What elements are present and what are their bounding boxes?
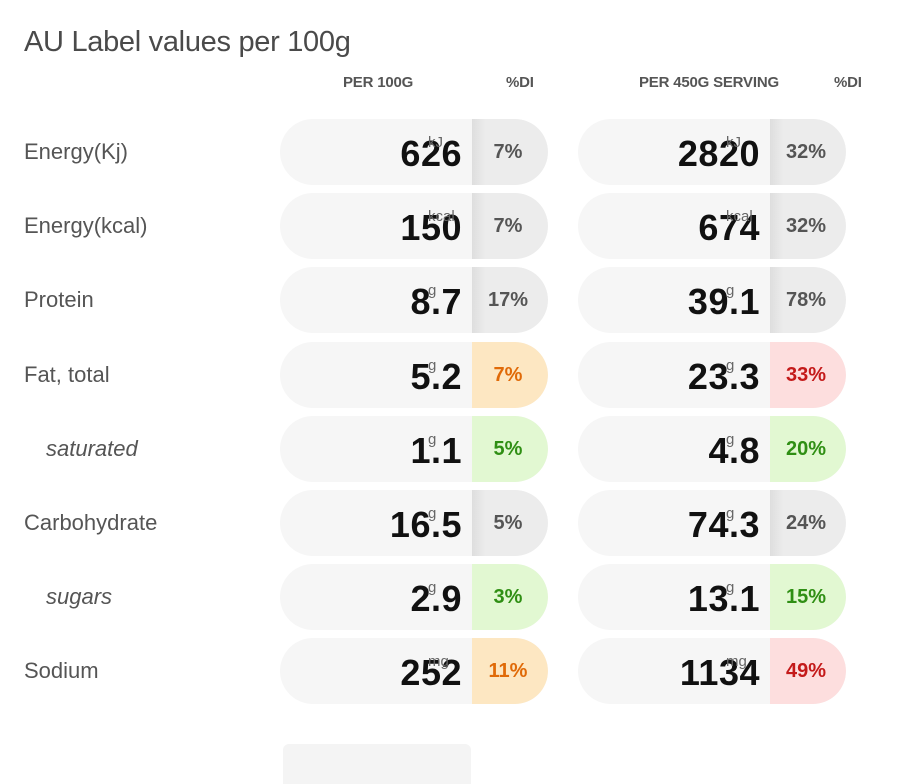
header-di-serving: %DI [834,74,862,91]
nutrient-label: Protein [24,287,94,312]
nutrient-value: 2.9 [410,578,462,619]
nutrient-value: 150 [400,207,462,248]
nutrient-unit: kcal [428,208,455,225]
nutrient-unit: g [726,357,735,374]
header-per-serving: PER 450G SERVING [639,74,779,91]
header-per-100g: PER 100G [343,74,414,91]
nutrient-label: Carbohydrate [24,510,158,535]
nutrient-unit: mg [726,653,747,670]
nutrient-value: 674 [698,207,760,248]
page-title: AU Label values per 100g [24,26,351,58]
per-serving-cell: 74.3 g 24% [578,490,846,556]
daily-intake-badge: 15% [770,564,846,630]
per-serving-cell: 4.8 g 20% [578,416,846,482]
nutrient-value: 8.7 [410,281,462,322]
nutrient-value: 252 [400,652,462,693]
nutrient-unit: kcal [726,208,753,225]
nutrient-value: 1.1 [410,430,462,471]
per-serving-cell: 39.1 g 78% [578,267,846,333]
nutrient-value: 74.3 [687,504,760,545]
nutrient-value: 16.5 [389,504,462,545]
per-serving-cell: 13.1 g 15% [578,564,846,630]
daily-intake-badge: 7% [472,193,548,259]
daily-intake-badge: 7% [472,119,548,185]
per-100g-cell: 5.2 g 7% [280,342,548,408]
nutrient-unit: g [428,505,437,522]
per-100g-cell: 626 kJ 7% [280,119,548,185]
nutrient-value: 2820 [677,133,760,174]
nutrient-unit: g [428,282,437,299]
daily-intake-badge: 32% [770,193,846,259]
daily-intake-badge: 49% [770,638,846,704]
per-100g-cell: 2.9 g 3% [280,564,548,630]
next-row-stub [283,744,471,784]
nutrient-unit: g [726,505,735,522]
per-serving-cell: 674 kcal 32% [578,193,846,259]
daily-intake-badge: 20% [770,416,846,482]
daily-intake-badge: 33% [770,342,846,408]
per-100g-cell: 150 kcal 7% [280,193,548,259]
per-serving-cell: 1134 mg 49% [578,638,846,704]
nutrient-unit: g [726,282,735,299]
nutrient-unit: kJ [726,134,741,151]
daily-intake-badge: 5% [472,490,548,556]
daily-intake-badge: 7% [472,342,548,408]
nutrient-unit: g [726,431,735,448]
daily-intake-badge: 32% [770,119,846,185]
nutrient-unit: g [428,579,437,596]
daily-intake-badge: 17% [472,267,548,333]
nutrient-value: 4.8 [708,430,760,471]
daily-intake-badge: 11% [472,638,548,704]
nutrient-unit: g [428,357,437,374]
daily-intake-badge: 5% [472,416,548,482]
per-100g-cell: 8.7 g 17% [280,267,548,333]
daily-intake-badge: 78% [770,267,846,333]
nutrient-label: Energy(kcal) [24,213,148,238]
per-100g-cell: 16.5 g 5% [280,490,548,556]
nutrient-value: 5.2 [410,356,462,397]
daily-intake-badge: 3% [472,564,548,630]
daily-intake-badge: 24% [770,490,846,556]
per-100g-cell: 252 mg 11% [280,638,548,704]
nutrient-value: 626 [400,133,462,174]
nutrient-label: Energy(Kj) [24,139,128,164]
nutrient-value: 13.1 [687,578,760,619]
nutrient-value: 39.1 [687,281,760,322]
nutrient-value: 23.3 [687,356,760,397]
header-di-100g: %DI [506,74,534,91]
per-serving-cell: 2820 kJ 32% [578,119,846,185]
nutrient-label: Fat, total [24,362,110,387]
per-100g-cell: 1.1 g 5% [280,416,548,482]
nutrient-label: saturated [46,436,138,461]
nutrient-label: sugars [46,584,113,609]
nutrient-unit: mg [428,653,449,670]
nutrient-unit: g [726,579,735,596]
nutrient-value: 1134 [679,652,760,693]
nutrient-label: Sodium [24,658,99,683]
nutrient-unit: g [428,431,437,448]
nutrient-unit: kJ [428,134,443,151]
per-serving-cell: 23.3 g 33% [578,342,846,408]
